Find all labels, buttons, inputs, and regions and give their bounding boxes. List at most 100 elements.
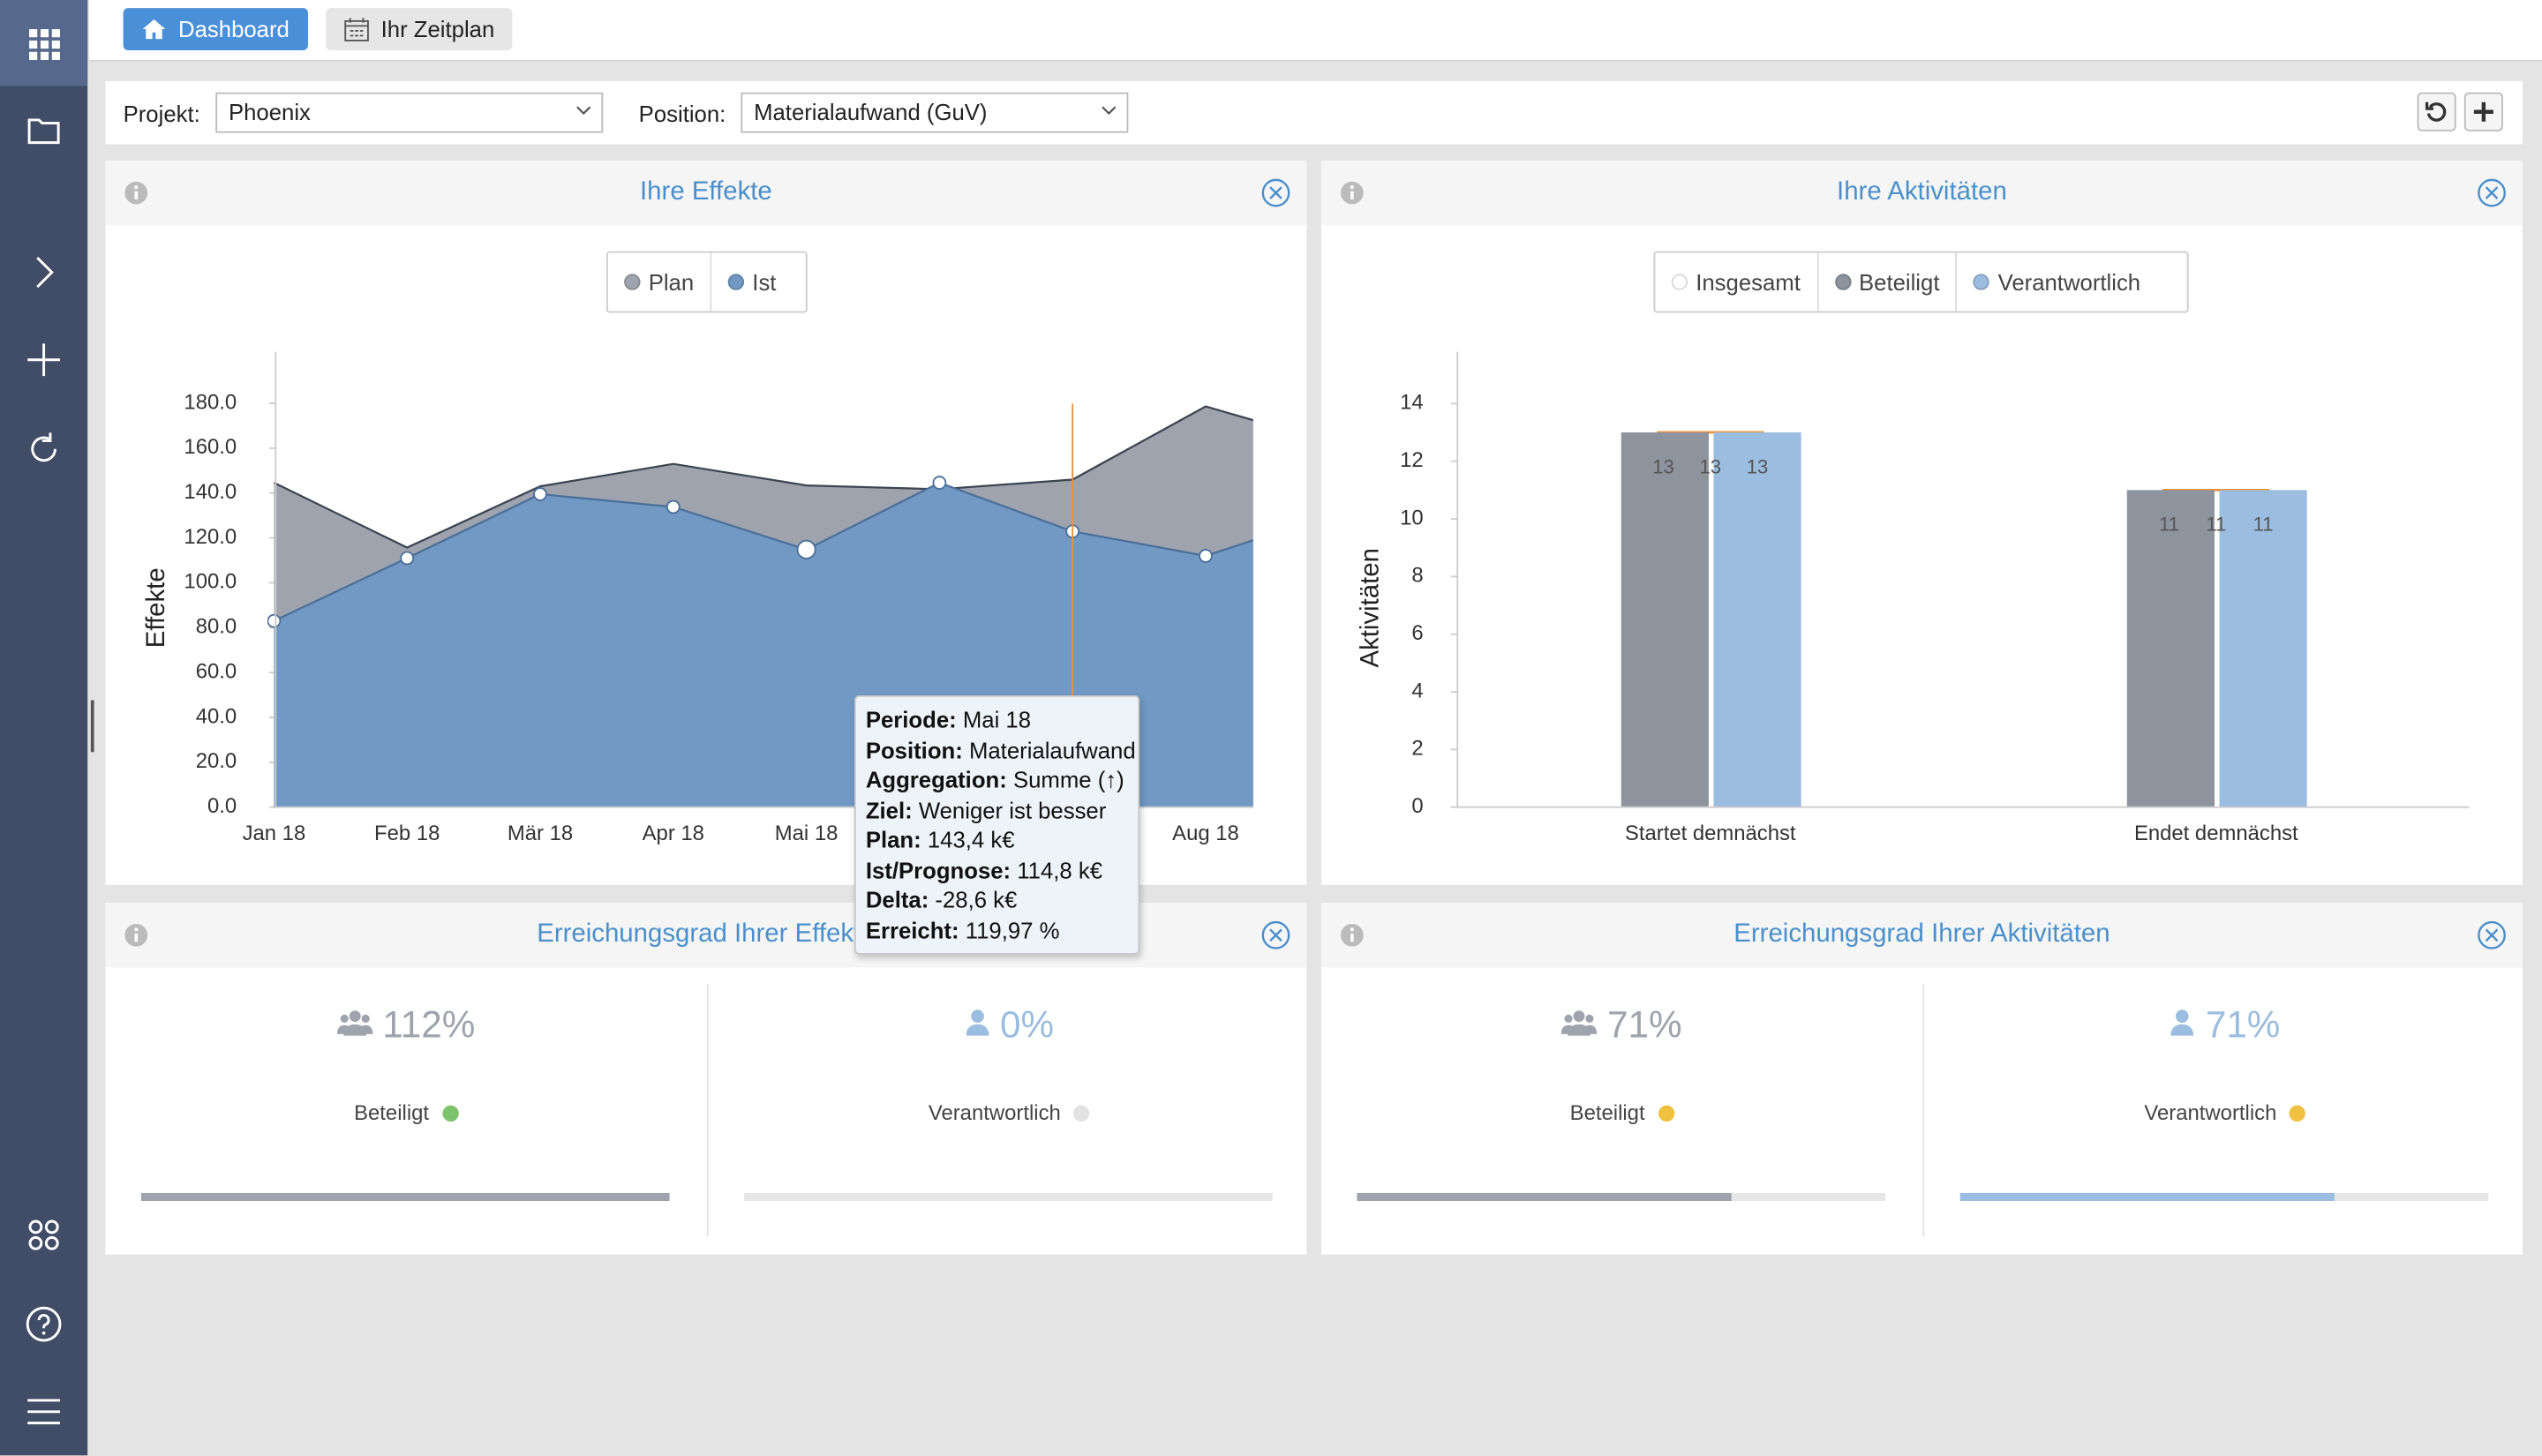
data-point bbox=[267, 613, 282, 628]
tooltip-key: Erreicht: bbox=[865, 916, 959, 943]
info-icon[interactable] bbox=[124, 922, 149, 957]
legend-dot bbox=[727, 274, 745, 290]
schedule-tab[interactable]: Ihr Zeitplan bbox=[326, 8, 513, 50]
kpi-label-text: Verantwortlich bbox=[928, 1100, 1061, 1125]
folder-icon[interactable] bbox=[25, 112, 64, 151]
x-tick-label: Endet demnächst bbox=[2134, 822, 2298, 845]
apps-icon[interactable] bbox=[25, 25, 64, 64]
tooltip-row: Delta: -28,6 k€ bbox=[866, 887, 1139, 917]
data-point bbox=[1199, 549, 1213, 563]
project-select[interactable]: Phoenix bbox=[215, 92, 604, 133]
tooltip-row: Position: Materialaufwand bbox=[866, 737, 1139, 767]
progress-bar bbox=[1357, 1192, 1733, 1202]
calendar-icon bbox=[344, 18, 369, 41]
dashboard-tab[interactable]: Dashboard bbox=[123, 8, 308, 50]
bar bbox=[1713, 432, 1801, 807]
icon-graphic bbox=[966, 1009, 989, 1036]
help-icon[interactable] bbox=[25, 1305, 64, 1344]
y-tick-label: 0 bbox=[1411, 794, 1423, 818]
kpi-widget: 112% Beteiligt bbox=[105, 968, 706, 1255]
position-select[interactable]: Materialaufwand (GuV) bbox=[741, 92, 1129, 133]
legend-item[interactable]: Verantwortlich bbox=[1955, 252, 2157, 311]
kpi-label-text: Verantwortlich bbox=[2144, 1100, 2277, 1125]
close-icon[interactable] bbox=[1261, 920, 1290, 957]
expand-icon[interactable] bbox=[25, 253, 64, 292]
series-line bbox=[273, 405, 1253, 549]
tooltip-row: Ist/Prognose: 114,8 k€ bbox=[866, 857, 1139, 887]
progress-track bbox=[140, 1192, 670, 1202]
bar bbox=[1621, 432, 1709, 807]
home-icon bbox=[142, 19, 166, 40]
data-point bbox=[932, 476, 947, 490]
add-icon[interactable] bbox=[25, 341, 64, 379]
add-button[interactable] bbox=[2463, 92, 2503, 131]
close-icon[interactable] bbox=[1261, 178, 1290, 215]
info-icon[interactable] bbox=[1339, 180, 1365, 214]
icon-graphic bbox=[1340, 181, 1364, 205]
reset-button[interactable] bbox=[2417, 92, 2456, 131]
chevron bbox=[1102, 106, 1117, 116]
top-bar: Dashboard Ihr Zeitplan bbox=[89, 0, 2542, 62]
kpi-label: Beteiligt bbox=[105, 1100, 706, 1125]
y-axis-label: Effekte bbox=[141, 567, 170, 648]
tooltip-key: Periode: bbox=[865, 706, 957, 733]
data-point bbox=[400, 551, 415, 566]
legend-label: Plan bbox=[648, 268, 695, 296]
network-icon[interactable] bbox=[25, 1216, 64, 1255]
data-label: 11 bbox=[2159, 514, 2179, 536]
menu-icon[interactable] bbox=[25, 1392, 64, 1431]
kpi-value-text: 0% bbox=[1000, 1002, 1055, 1046]
legend-item[interactable]: Ist bbox=[710, 252, 793, 311]
info-icon[interactable] bbox=[124, 180, 149, 214]
data-label: 13 bbox=[1699, 455, 1721, 477]
y-tick-label: 60.0 bbox=[196, 659, 237, 683]
data-point bbox=[533, 487, 547, 501]
y-tick-label: 12 bbox=[1400, 448, 1424, 472]
panel-title: Erreichungsgrad Ihrer Effekte bbox=[537, 920, 876, 949]
close-icon[interactable] bbox=[2478, 920, 2507, 957]
icon-graphic bbox=[124, 923, 148, 947]
kpi-label: Beteiligt bbox=[1321, 1100, 1922, 1125]
reset-icon bbox=[2425, 101, 2447, 122]
tooltip-value: 114,8 k€ bbox=[1017, 856, 1103, 883]
info-icon[interactable] bbox=[1339, 922, 1365, 957]
kpi-value-text: 112% bbox=[382, 1002, 476, 1046]
x-tick-label: Startet demnächst bbox=[1625, 822, 1796, 845]
close-icon[interactable] bbox=[2478, 178, 2507, 215]
kpi-icon bbox=[2170, 1003, 2195, 1046]
legend-dot bbox=[1974, 274, 1990, 290]
tab-label: Dashboard bbox=[178, 16, 290, 42]
status-dot bbox=[2290, 1105, 2306, 1122]
tooltip-row: Erreicht: 119,97 % bbox=[866, 917, 1139, 947]
activities-panel: Ihre Aktivitäten Insgesamt Beteiligt Ver… bbox=[1320, 160, 2523, 885]
kpi-label: Verantwortlich bbox=[1924, 1100, 2525, 1125]
tooltip-key: Aggregation: bbox=[865, 766, 1007, 793]
x-tick-label: Jan 18 bbox=[243, 822, 306, 845]
y-axis-label: Aktivitäten bbox=[1356, 548, 1385, 668]
icon-graphic bbox=[124, 181, 148, 205]
tooltip-key: Ziel: bbox=[865, 796, 913, 823]
kpi-icon bbox=[965, 1003, 990, 1046]
y-tick-label: 0.0 bbox=[207, 794, 237, 818]
icon-graphic bbox=[1261, 920, 1290, 949]
activities-kpi-panel: Erreichungsgrad Ihrer Aktivitäten 71% Bet… bbox=[1320, 903, 2525, 1255]
y-tick-label: 140.0 bbox=[184, 480, 237, 504]
legend-dot bbox=[624, 274, 641, 290]
resize-handle[interactable] bbox=[90, 700, 94, 753]
kpi-value: 112% bbox=[105, 1003, 706, 1047]
tooltip-row: Plan: 143,4 k€ bbox=[866, 827, 1139, 857]
icon-graphic bbox=[1340, 923, 1364, 947]
x-tick-label: Mai 18 bbox=[775, 822, 839, 845]
refresh-icon[interactable] bbox=[25, 430, 64, 469]
tooltip-key: Plan: bbox=[865, 826, 921, 853]
y-tick-label: 160.0 bbox=[184, 435, 237, 459]
legend-item[interactable]: Insgesamt bbox=[1655, 253, 1816, 311]
legend-item[interactable]: Plan bbox=[608, 253, 711, 311]
plot-area bbox=[267, 405, 1253, 807]
panel-title: Erreichungsgrad Ihrer Aktivitäten bbox=[1734, 920, 2110, 949]
legend-label: Ist bbox=[752, 268, 777, 296]
legend-item[interactable]: Beteiligt bbox=[1816, 252, 1956, 311]
panel-title: Ihre Aktivitäten bbox=[1837, 178, 2007, 206]
